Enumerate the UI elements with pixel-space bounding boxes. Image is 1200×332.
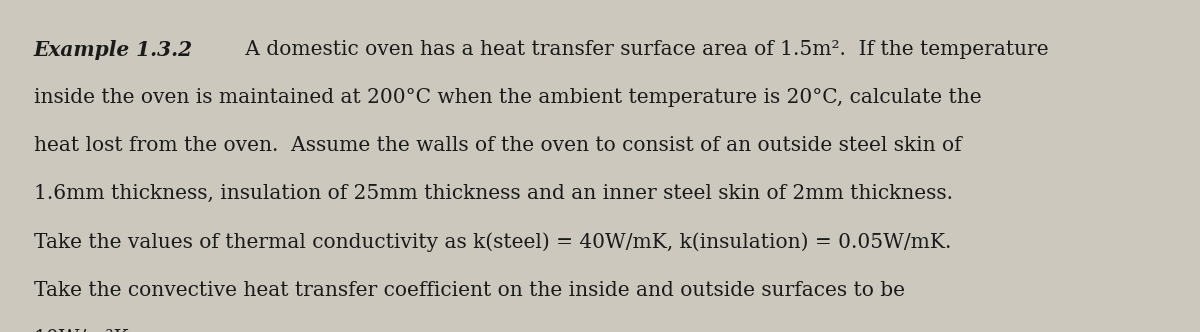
Text: inside the oven is maintained at 200°C when the ambient temperature is 20°C, cal: inside the oven is maintained at 200°C w… (34, 88, 982, 107)
Text: A domestic oven has a heat transfer surface area of 1.5m².  If the temperature: A domestic oven has a heat transfer surf… (239, 40, 1049, 59)
Text: Take the convective heat transfer coefficient on the inside and outside surfaces: Take the convective heat transfer coeffi… (34, 281, 905, 299)
Text: Take the values of thermal conductivity as k(steel) = 40W/mK, k(insulation) = 0.: Take the values of thermal conductivity … (34, 232, 950, 252)
Text: Example 1.3.2: Example 1.3.2 (34, 40, 193, 60)
Text: 1.6mm thickness, insulation of 25mm thickness and an inner steel skin of 2mm thi: 1.6mm thickness, insulation of 25mm thic… (34, 184, 953, 203)
Text: 10W/m²K: 10W/m²K (34, 329, 130, 332)
Text: heat lost from the oven.  Assume the walls of the oven to consist of an outside : heat lost from the oven. Assume the wall… (34, 136, 961, 155)
